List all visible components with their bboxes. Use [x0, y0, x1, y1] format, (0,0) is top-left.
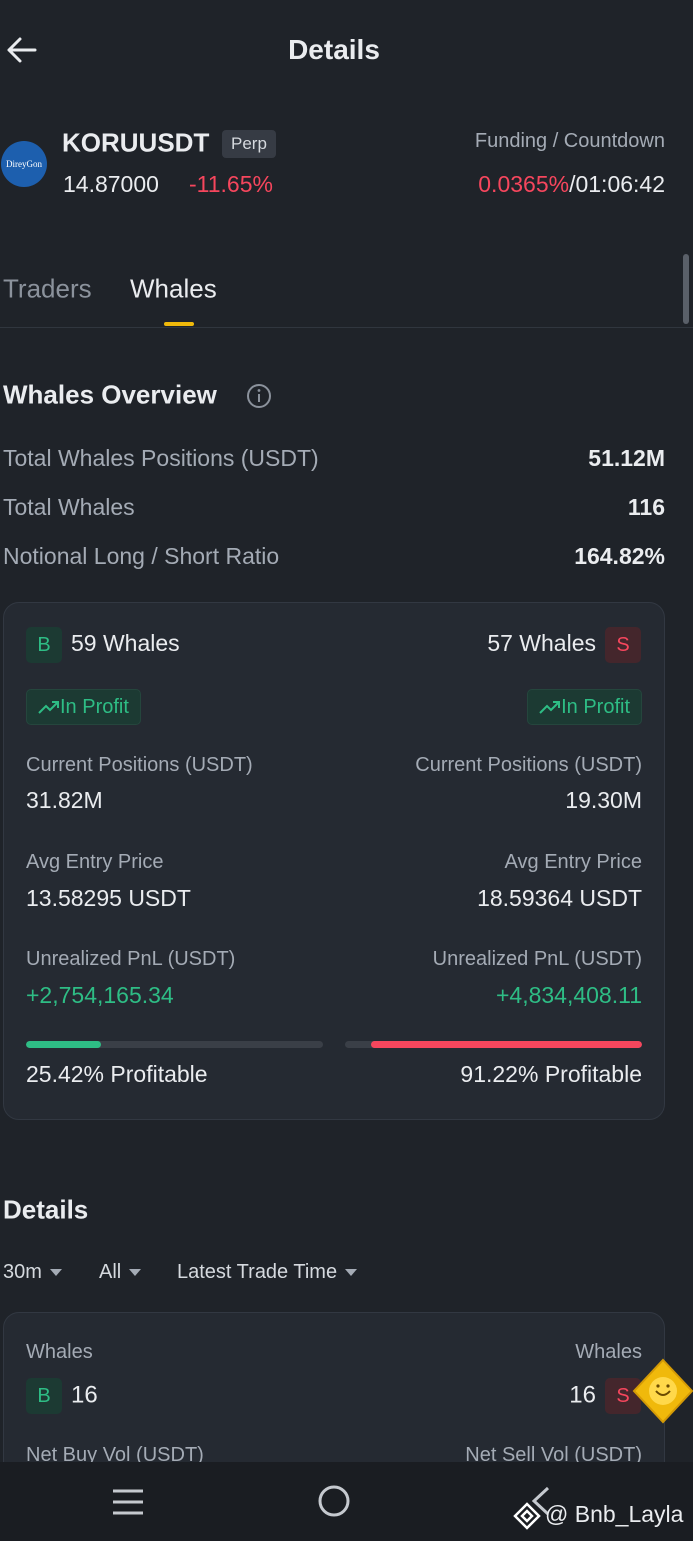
value: 18.59364 USDT: [477, 885, 642, 912]
label: Net Buy Vol (USDT): [26, 1444, 204, 1466]
scrollbar: [683, 254, 689, 324]
funding-group: 0.0365%/01:06:42: [478, 171, 665, 199]
row-value: 164.82%: [574, 543, 665, 570]
status-text: In Profit: [561, 695, 630, 718]
trend-icon: [539, 701, 561, 714]
whales-card: [3, 602, 665, 1120]
watermark: @ Bnb_Layla: [545, 1501, 684, 1528]
profit-bar: [26, 1041, 102, 1048]
filter[interactable]: All: [99, 1260, 141, 1284]
count: 16: [569, 1381, 596, 1409]
section-title: Details: [3, 1194, 89, 1225]
section-title: Whales Overview: [3, 379, 217, 410]
label: Whales: [26, 1341, 93, 1363]
row-value: 116: [627, 494, 665, 521]
nav-back[interactable]: [528, 1486, 552, 1516]
perp-tag: Perp: [222, 130, 276, 158]
count: 16: [71, 1381, 98, 1409]
tab-active[interactable]: Whales: [130, 273, 217, 304]
funding-label: Funding / Countdown: [474, 130, 665, 152]
funding-rate: 0.0365%: [478, 171, 570, 198]
row-label: Notional Long / Short Ratio: [3, 543, 280, 570]
short-status: In Profit: [527, 689, 642, 725]
info-icon[interactable]: [246, 383, 272, 409]
row-label: Total Whales: [3, 494, 135, 521]
nav-menu[interactable]: [111, 1488, 145, 1516]
nav-home[interactable]: [317, 1484, 351, 1518]
filter[interactable]: Latest Trade Time: [177, 1260, 357, 1284]
label: Current Positions (USDT): [26, 754, 253, 776]
sell-badge: S: [605, 1378, 641, 1414]
countdown: 01:06:42: [575, 171, 665, 198]
watermark-logo: [513, 1502, 541, 1530]
back-button[interactable]: [6, 36, 38, 64]
value: 19.30M: [565, 787, 642, 814]
filter[interactable]: 30m: [3, 1260, 62, 1284]
symbol: KORUUSDT: [62, 127, 210, 158]
value: 31.82M: [26, 787, 103, 814]
label: Unrealized PnL (USDT): [26, 948, 236, 970]
pnl: +2,754,165.34: [26, 982, 174, 1009]
profit-track: [26, 1041, 323, 1048]
profit-bar: [371, 1041, 642, 1048]
pnl: +4,834,408.11: [495, 982, 642, 1009]
long-status: In Profit: [26, 689, 141, 725]
label: Net Sell Vol (USDT): [465, 1444, 642, 1466]
short-whales: 57 Whales: [487, 630, 596, 657]
buy-badge: B: [26, 627, 62, 663]
floating-assistant[interactable]: [632, 1358, 693, 1424]
profit-track: [345, 1041, 642, 1048]
label: Unrealized PnL (USDT): [432, 948, 642, 970]
value: 13.58295 USDT: [26, 885, 191, 912]
label: Whales: [575, 1341, 642, 1363]
profitable: 91.22% Profitable: [460, 1061, 642, 1088]
tab[interactable]: Traders: [3, 273, 92, 304]
page-title: Details: [288, 34, 380, 66]
long-whales: 59 Whales: [71, 630, 180, 657]
label: Avg Entry Price: [504, 851, 642, 873]
tab-indicator: [164, 322, 194, 326]
sell-badge: S: [605, 627, 641, 663]
separator: /: [569, 171, 576, 198]
status-text: In Profit: [60, 695, 129, 718]
row-value: 51.12M: [588, 445, 665, 472]
label: Current Positions (USDT): [415, 754, 642, 776]
label: Avg Entry Price: [26, 851, 164, 873]
divider: [0, 327, 693, 328]
profitable: 25.42% Profitable: [26, 1061, 208, 1088]
price: 14.87000: [63, 171, 159, 198]
row-label: Total Whales Positions (USDT): [3, 445, 319, 472]
price-change: -11.65%: [189, 171, 273, 198]
trend-icon: [38, 701, 59, 714]
coin-logo: DireyGon: [1, 141, 47, 187]
buy-badge: B: [26, 1378, 62, 1414]
